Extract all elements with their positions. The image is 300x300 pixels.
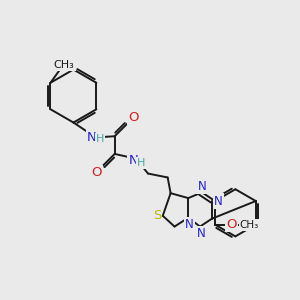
Text: N: N	[87, 131, 97, 144]
Text: N: N	[198, 180, 206, 193]
Text: O: O	[91, 166, 101, 179]
Text: N: N	[214, 194, 223, 208]
Text: H: H	[137, 158, 146, 168]
Text: S: S	[153, 209, 161, 222]
Text: O: O	[128, 111, 139, 124]
Text: N: N	[128, 154, 138, 167]
Text: O: O	[226, 218, 237, 231]
Text: CH₃: CH₃	[240, 220, 259, 230]
Text: H: H	[96, 134, 104, 144]
Text: N: N	[185, 218, 194, 231]
Text: CH₃: CH₃	[54, 60, 75, 70]
Text: N: N	[197, 227, 206, 240]
